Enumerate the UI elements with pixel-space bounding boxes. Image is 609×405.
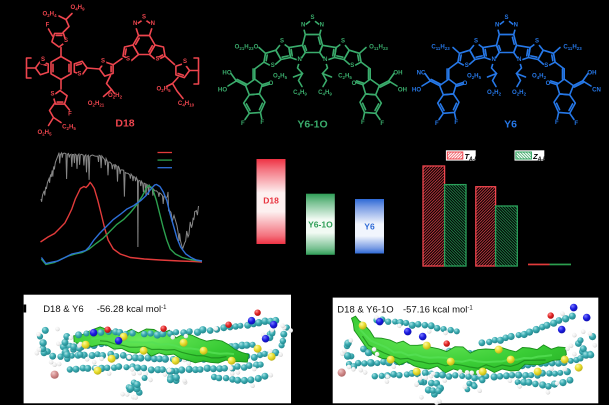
svg-text:O2H2: O2H2 <box>108 92 123 99</box>
svg-text:S: S <box>280 39 284 45</box>
svg-text:C4H9: C4H9 <box>318 89 332 96</box>
svg-text:Y6: Y6 <box>364 222 375 232</box>
svg-text:N: N <box>301 23 305 29</box>
svg-text:C11H23: C11H23 <box>431 44 450 51</box>
svg-text:N: N <box>517 57 521 63</box>
svg-text:O: O <box>269 81 274 87</box>
svg-text:NC: NC <box>417 70 426 77</box>
svg-text:S: S <box>271 63 275 69</box>
svg-text:ZA-B: ZA-B <box>532 152 547 163</box>
svg-text:F: F <box>260 120 264 126</box>
svg-text:F: F <box>574 121 578 127</box>
svg-text:S: S <box>183 59 187 65</box>
svg-text:O2H4: O2H4 <box>42 11 57 18</box>
svg-text:OH: OH <box>393 70 402 77</box>
svg-text:F: F <box>241 121 245 127</box>
svg-text:OH: OH <box>398 87 407 94</box>
svg-text:N: N <box>492 57 496 63</box>
svg-text:O2H5: O2H5 <box>273 73 288 80</box>
svg-text:S: S <box>465 63 469 69</box>
svg-text:HO: HO <box>218 87 227 94</box>
svg-text:S: S <box>350 63 354 69</box>
svg-text:TA-B: TA-B <box>465 152 479 163</box>
svg-text:F: F <box>454 120 458 126</box>
svg-text:D18 & Y6-1O: D18 & Y6-1O <box>337 305 393 316</box>
svg-text:S: S <box>101 59 105 65</box>
svg-text:C11H23: C11H23 <box>563 44 582 51</box>
svg-text:N: N <box>323 57 327 63</box>
svg-text:D18: D18 <box>115 118 134 130</box>
svg-text:S: S <box>126 57 130 63</box>
svg-text:N: N <box>133 21 137 27</box>
svg-text:F: F <box>380 121 384 127</box>
svg-text:Y6-1O: Y6-1O <box>308 220 333 230</box>
svg-text:O2H5: O2H5 <box>37 129 52 136</box>
svg-text:O21H23O: O21H23O <box>235 44 259 51</box>
svg-text:S: S <box>544 63 548 69</box>
svg-text:O2H2: O2H2 <box>512 89 527 96</box>
svg-text:S: S <box>535 39 539 45</box>
svg-text:O2H21: O2H21 <box>88 100 105 107</box>
svg-text:O2H5: O2H5 <box>467 73 482 80</box>
svg-text:C4H10: C4H10 <box>178 100 195 107</box>
svg-text:-56.28 kcal mol-1: -56.28 kcal mol-1 <box>97 304 167 315</box>
svg-text:S: S <box>64 38 68 44</box>
svg-text:Y6-1O: Y6-1O <box>297 119 327 131</box>
svg-text:O2H2: O2H2 <box>487 89 502 96</box>
svg-text:HO: HO <box>222 70 231 77</box>
svg-text:O4H2: O4H2 <box>532 73 547 80</box>
svg-text:F: F <box>435 121 439 127</box>
svg-text:Y6: Y6 <box>504 119 517 131</box>
svg-text:D18: D18 <box>263 196 279 206</box>
svg-text:-57.16 kcal mol-1: -57.16 kcal mol-1 <box>403 305 473 316</box>
svg-text:S: S <box>50 92 54 98</box>
svg-text:F: F <box>46 23 50 29</box>
svg-text:CN: CN <box>592 87 601 94</box>
svg-text:O4H9: O4H9 <box>70 4 85 11</box>
svg-text:S: S <box>142 15 146 21</box>
svg-text:O2H5: O2H5 <box>156 86 171 93</box>
svg-text:N: N <box>514 23 518 29</box>
svg-text:OH: OH <box>587 70 596 77</box>
svg-text:O: O <box>352 81 357 87</box>
svg-text:HO: HO <box>412 87 421 94</box>
svg-text:D18 & Y6: D18 & Y6 <box>43 304 83 315</box>
svg-text:S: S <box>41 57 45 63</box>
svg-text:C4H9: C4H9 <box>293 89 307 96</box>
svg-text:N: N <box>151 21 155 27</box>
svg-text:C2H5: C2H5 <box>338 73 352 80</box>
svg-text:S: S <box>77 72 81 78</box>
svg-text:O: O <box>463 81 468 87</box>
svg-text:S: S <box>504 15 508 21</box>
svg-text:F: F <box>555 120 559 126</box>
svg-text:O11H23: O11H23 <box>369 44 388 51</box>
svg-text:N: N <box>320 23 324 29</box>
svg-text:S: S <box>341 39 345 45</box>
svg-text:O: O <box>546 81 551 87</box>
svg-text:N: N <box>298 57 302 63</box>
svg-text:F: F <box>68 112 72 118</box>
svg-text:S: S <box>474 39 478 45</box>
svg-text:S: S <box>310 15 314 21</box>
svg-text:S: S <box>155 57 159 63</box>
svg-text:F: F <box>361 120 365 126</box>
svg-text:N: N <box>495 23 499 29</box>
svg-text:C2H5: C2H5 <box>62 124 76 131</box>
